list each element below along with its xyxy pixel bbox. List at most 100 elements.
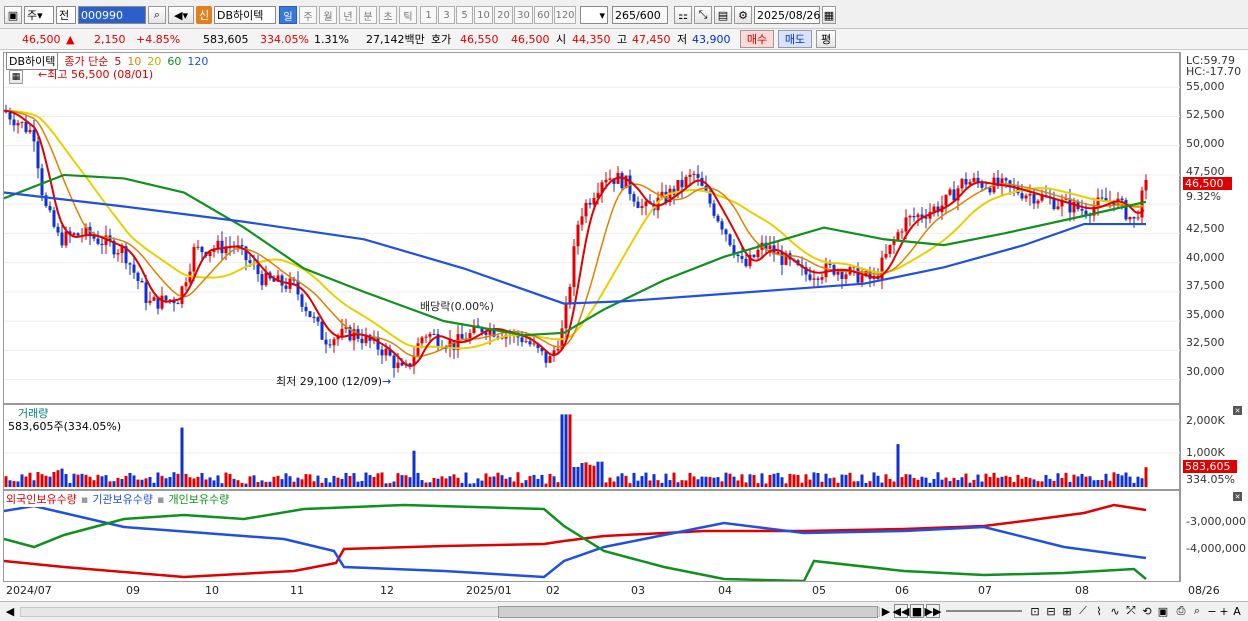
volume-bar bbox=[828, 478, 832, 487]
volume-bar bbox=[760, 473, 764, 487]
volume-bar bbox=[920, 476, 924, 487]
ytick: 47,500 bbox=[1186, 165, 1225, 178]
scroll-thumb[interactable] bbox=[498, 606, 878, 618]
stop-icon[interactable]: ■ bbox=[910, 604, 924, 618]
date-field[interactable]: 2025/08/26 bbox=[754, 6, 820, 24]
wave-icon[interactable]: ∿ bbox=[1110, 604, 1120, 618]
candle-body bbox=[1140, 190, 1144, 218]
price-chart-panel[interactable] bbox=[3, 52, 1180, 404]
vol-current-tag: 583,605 bbox=[1183, 460, 1237, 473]
candle-body bbox=[764, 242, 768, 249]
candle-body bbox=[160, 295, 164, 309]
ask-price-1: 46,550 bbox=[460, 32, 499, 46]
scroll-track[interactable] bbox=[20, 607, 880, 617]
rewind-icon[interactable]: ◀◀ bbox=[892, 604, 910, 618]
table-icon[interactable]: ▦ bbox=[9, 70, 23, 84]
layout-icon[interactable]: ⊡ bbox=[1030, 604, 1040, 618]
market-select[interactable]: 주 ▾ bbox=[24, 6, 54, 24]
volume-bar bbox=[152, 482, 156, 487]
volume-bar bbox=[492, 476, 496, 487]
period-second[interactable]: 초 bbox=[379, 6, 397, 24]
panel-close-icon[interactable]: ✕ bbox=[1233, 406, 1242, 415]
volume-bar bbox=[216, 475, 220, 487]
volume-bar bbox=[208, 477, 212, 487]
window-menu-icon[interactable]: ▣ bbox=[4, 6, 22, 24]
volume-bar bbox=[308, 474, 312, 487]
scroll-left-icon[interactable]: ◀ bbox=[5, 604, 15, 618]
minute-120[interactable]: 120 bbox=[554, 6, 576, 24]
grid-icon[interactable]: ⊞ bbox=[1062, 604, 1072, 618]
volume-bar bbox=[48, 476, 52, 487]
candle-body bbox=[360, 338, 364, 344]
stock-name-field[interactable]: DB하이텍 bbox=[214, 6, 276, 24]
fast-forward-icon[interactable]: ▶▶ bbox=[924, 604, 942, 618]
candle-body bbox=[916, 214, 920, 218]
low-label: 저 bbox=[677, 33, 688, 46]
volume-bar bbox=[80, 473, 84, 487]
candle-body bbox=[860, 275, 864, 283]
candle-body bbox=[656, 197, 660, 211]
zoom-icon[interactable]: ⌕ bbox=[1193, 604, 1201, 617]
interval-select[interactable]: ▾ bbox=[580, 6, 608, 24]
period-week[interactable]: 주 bbox=[299, 6, 317, 24]
count-max: /600 bbox=[636, 8, 661, 22]
eval-button[interactable]: 평 bbox=[816, 30, 836, 48]
zoom-slider[interactable] bbox=[946, 610, 1022, 612]
legend-ma-60: 60 bbox=[167, 54, 182, 68]
calendar-icon[interactable]: ▦ bbox=[822, 6, 836, 24]
volume-bar bbox=[488, 476, 492, 487]
panel-close-icon[interactable]: ✕ bbox=[1233, 492, 1242, 501]
count-field[interactable]: 265/600 bbox=[612, 6, 668, 24]
candle-body bbox=[852, 266, 856, 268]
period-month[interactable]: 월 bbox=[319, 6, 337, 24]
candle-body bbox=[324, 339, 328, 345]
print-icon[interactable]: ⎙ bbox=[1176, 604, 1186, 617]
zoom-in-icon[interactable]: + bbox=[1219, 604, 1229, 618]
volume-bar bbox=[484, 473, 488, 487]
minute-3[interactable]: 3 bbox=[438, 6, 455, 24]
camera-icon[interactable]: ▣ bbox=[1157, 604, 1169, 618]
candle-body bbox=[520, 337, 524, 343]
period-minute[interactable]: 분 bbox=[359, 6, 377, 24]
line-icon[interactable]: ⟋ bbox=[1079, 604, 1087, 617]
measure-icon[interactable]: ⟲ bbox=[1142, 604, 1152, 618]
speaker-icon[interactable]: ◀▾ bbox=[168, 6, 194, 24]
stock-code-input[interactable]: 000990 bbox=[78, 6, 146, 24]
trend-icon[interactable]: ⌇ bbox=[1096, 604, 1102, 618]
minute-5[interactable]: 5 bbox=[456, 6, 473, 24]
save-icon[interactable]: ▤ bbox=[714, 6, 732, 24]
sell-button[interactable]: 매도 bbox=[778, 30, 812, 48]
compare-select[interactable]: 전 bbox=[56, 6, 76, 24]
stock-tag[interactable]: DB하이텍 bbox=[6, 52, 59, 70]
buy-button[interactable]: 매수 bbox=[740, 30, 774, 48]
minute-10[interactable]: 10 bbox=[474, 6, 493, 24]
minute-60[interactable]: 60 bbox=[534, 6, 553, 24]
legend-ma-20: 20 bbox=[147, 54, 162, 68]
minute-20[interactable]: 20 bbox=[494, 6, 513, 24]
period-tick[interactable]: 틱 bbox=[399, 6, 417, 24]
period-day[interactable]: 일 bbox=[279, 6, 297, 24]
vol-ytick: 1,000K bbox=[1186, 446, 1225, 459]
volume-bar bbox=[412, 450, 416, 487]
volume-bar bbox=[704, 476, 708, 487]
period-year[interactable]: 년 bbox=[339, 6, 357, 24]
font-size-icon[interactable]: A bbox=[1233, 604, 1241, 618]
volume-bar bbox=[364, 472, 368, 487]
search-icon[interactable]: ⌕ bbox=[148, 6, 166, 24]
zoom-out-icon[interactable]: − bbox=[1207, 604, 1217, 618]
candle-body bbox=[588, 202, 592, 205]
minute-30[interactable]: 30 bbox=[514, 6, 533, 24]
bottom-scrollbar[interactable]: ◀ ▶ ◀◀ ■ ▶▶ ⊡ ⊟ ⊞ ⟋ ⌇ ∿ ⤱ ⟲ ▣ ⎙ ⌕ − + A bbox=[0, 601, 1248, 621]
draw-tool-icon[interactable]: ⤡ bbox=[694, 6, 712, 24]
candle-body bbox=[480, 327, 484, 333]
volume-bar bbox=[680, 480, 684, 487]
scroll-right-icon[interactable]: ▶ bbox=[881, 604, 891, 618]
settings-grid-icon[interactable]: ⚏ bbox=[674, 6, 692, 24]
candle-body bbox=[320, 321, 324, 340]
candle-body bbox=[48, 206, 52, 211]
gear-icon[interactable]: ⚙ bbox=[734, 6, 752, 24]
split-icon[interactable]: ⊟ bbox=[1046, 604, 1056, 618]
cross-icon[interactable]: ⤱ bbox=[1126, 604, 1136, 617]
volume-bar bbox=[228, 473, 232, 487]
minute-1[interactable]: 1 bbox=[420, 6, 437, 24]
